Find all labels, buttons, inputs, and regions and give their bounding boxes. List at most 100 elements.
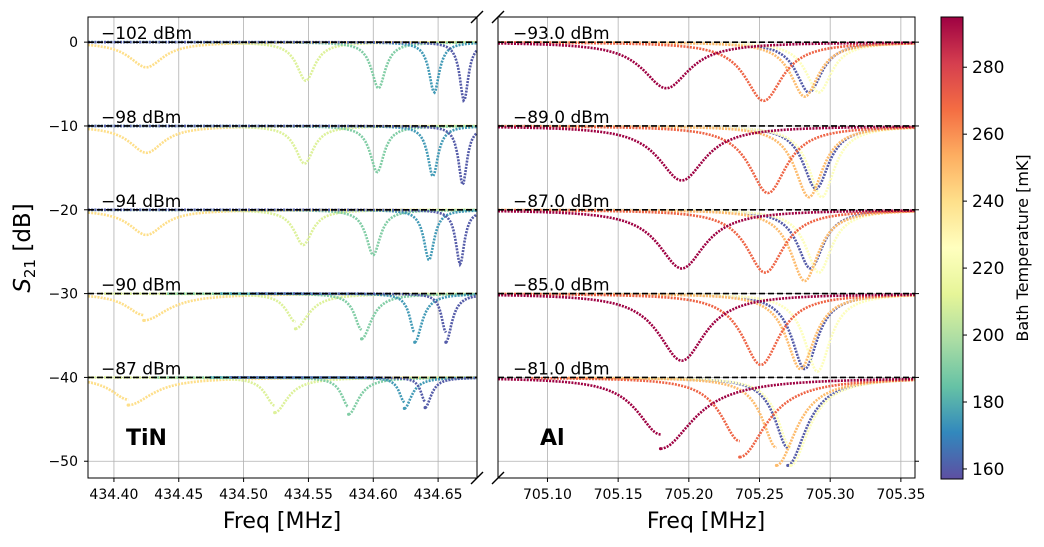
resonance-dip-point: [444, 340, 448, 344]
axis-break-marks: [470, 10, 505, 485]
resonance-curve-high: [787, 378, 915, 467]
power-label: −87.0 dBm: [513, 192, 610, 212]
colorbar-tick-label: 260: [972, 125, 1004, 145]
resonance-curve-low: [568, 376, 777, 450]
resonance-curve: [88, 208, 477, 257]
resonance-curve: [88, 124, 477, 166]
resonance-dip-point: [126, 403, 130, 407]
y-tick-label: −50: [48, 454, 78, 470]
resonance-curve-low: [498, 377, 661, 436]
y-tick-label: 0: [69, 35, 78, 51]
y-axis-label: S21 [dB]: [10, 203, 39, 292]
y-tick-label: −40: [48, 370, 78, 386]
tin-panel-label: TiN: [126, 426, 167, 451]
resonance-dip-point: [273, 411, 277, 415]
left-panel-frame: [87, 16, 478, 479]
resonance-curve-low: [220, 292, 416, 334]
resonance-dip-point: [423, 405, 427, 410]
power-label: −85.0 dBm: [513, 276, 610, 296]
colorbar-tick-label: 280: [972, 58, 1004, 78]
resonance-curve: [498, 40, 915, 98]
resonance-curve: [498, 292, 915, 371]
colorbar-tick-label: 240: [972, 192, 1004, 212]
resonance-curve: [498, 292, 915, 367]
y-tick-label: −10: [48, 119, 78, 135]
resonance-dip-point: [789, 463, 793, 468]
colorbar-label: Bath Temperature [mK]: [1013, 154, 1032, 341]
y-tick-label: −30: [48, 287, 78, 303]
power-label: −81.0 dBm: [513, 359, 610, 379]
power-label: −89.0 dBm: [513, 108, 610, 128]
resonance-curve-low: [531, 376, 740, 443]
x-tick-label: 705.25: [735, 487, 784, 503]
resonance-curve-high: [348, 376, 477, 416]
power-label: −102 dBm: [101, 24, 192, 44]
resonance-dip-point: [774, 463, 779, 468]
power-label: −98 dBm: [101, 108, 181, 128]
resonance-dip-point: [142, 318, 146, 323]
resonance-curve: [88, 208, 477, 247]
colorbar-tick-label: 160: [972, 460, 1004, 480]
x-tick-label: 705.30: [806, 487, 855, 503]
colorbar-gradient: [940, 16, 964, 480]
power-label: −87 dBm: [101, 359, 181, 379]
x-tick-label: 705.20: [664, 487, 713, 503]
resonance-dip-point: [402, 406, 406, 411]
resonance-curve-high: [414, 293, 477, 344]
resonance-curve-high: [361, 292, 477, 341]
x-tick-label: 434.55: [284, 487, 333, 503]
right-panel-frame: [497, 16, 916, 479]
x-tick-label: 705.15: [594, 487, 643, 503]
x-tick-label: 434.60: [349, 487, 398, 503]
resonance-curve-high: [424, 376, 477, 409]
resonance-curve: [498, 125, 915, 182]
resonance-curve-high: [295, 292, 477, 331]
x-tick-label: 434.45: [154, 487, 203, 503]
resonance-dip-point: [786, 463, 790, 468]
resonance-curve: [498, 41, 915, 103]
resonance-curve-low: [88, 294, 144, 317]
resonance-dip-point: [413, 340, 417, 344]
colorbar: 160 180 200 220 240 260 280: [940, 16, 1004, 480]
al-panel-label: Al: [540, 426, 565, 451]
left-grid: [88, 17, 477, 478]
resonance-curve: [88, 124, 477, 155]
colorbar-tick-label: 180: [972, 393, 1004, 413]
resonance-curve: [88, 40, 477, 69]
break-mark-bottom-left: [470, 471, 484, 485]
resonance-curve-low: [251, 292, 448, 334]
colorbar-tick-label: 220: [972, 259, 1004, 279]
resonance-curve: [498, 124, 915, 199]
resonance-curve: [498, 293, 915, 363]
x-tick-label: 434.40: [89, 487, 138, 503]
resonance-curve-high: [739, 378, 915, 459]
break-mark-bottom-right: [491, 471, 505, 485]
x-tick-label: 705.10: [523, 487, 572, 503]
right-x-axis-label: Freq [MHz]: [647, 509, 765, 534]
power-label: −94 dBm: [101, 192, 181, 212]
al-data: [498, 40, 915, 468]
resonance-curve: [498, 41, 915, 90]
resonance-curve-high: [445, 294, 477, 344]
x-tick-label: 434.50: [219, 487, 268, 503]
resonance-curve: [498, 124, 915, 199]
resonance-curve-high: [776, 378, 915, 467]
resonance-dip-point: [738, 455, 742, 459]
resonance-curve: [498, 208, 915, 283]
resonance-dip-point: [658, 447, 663, 451]
baseline-dashes: [88, 41, 915, 379]
break-mark-top-left: [470, 10, 484, 24]
resonance-curve-low: [101, 292, 296, 324]
resonance-curve: [88, 40, 477, 103]
colorbar-tick-label: 200: [972, 326, 1004, 346]
resonance-dip-point: [359, 337, 364, 341]
resonance-curve: [498, 209, 915, 270]
power-label: −93.0 dBm: [513, 24, 610, 44]
break-mark-top-right: [491, 10, 505, 24]
resonance-dip-point: [293, 327, 298, 331]
resonance-dip-point: [347, 412, 351, 416]
resonance-curve: [498, 125, 915, 195]
y-tick-label: −20: [48, 203, 78, 219]
resonance-curve-low: [88, 376, 276, 407]
